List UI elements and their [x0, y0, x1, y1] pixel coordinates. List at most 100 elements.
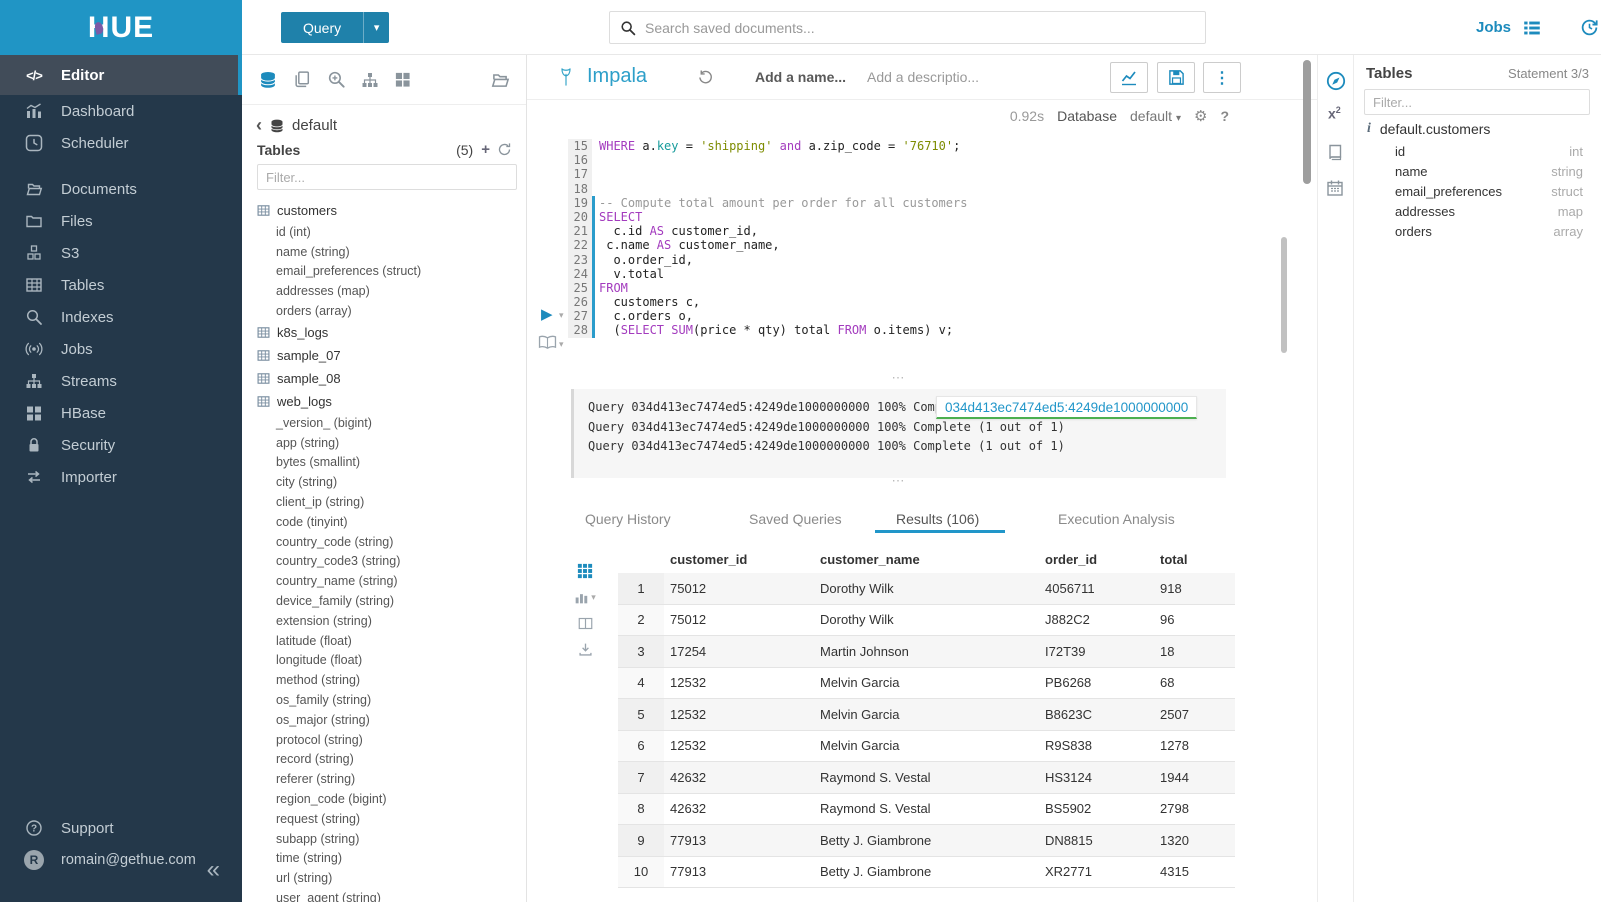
column-item[interactable]: url (string)	[242, 868, 526, 888]
back-chevron-icon[interactable]: ‹	[256, 115, 262, 136]
code-line[interactable]: 17	[568, 167, 1280, 181]
add-table-icon[interactable]: +	[481, 141, 490, 158]
column-item[interactable]: app (string)	[242, 433, 526, 453]
assist-column-item[interactable]: ordersarray	[1354, 222, 1601, 242]
column-item[interactable]: protocol (string)	[242, 730, 526, 750]
resize-handle-top[interactable]: ⋯	[879, 374, 919, 382]
settings-gear-icon[interactable]: ⚙	[1194, 107, 1207, 125]
column-item[interactable]: os_major (string)	[242, 710, 526, 730]
sidebar-item-importer[interactable]: Importer	[0, 461, 242, 493]
code-line[interactable]: 26 customers c,	[568, 295, 1280, 309]
active-table-item[interactable]: i default.customers	[1367, 121, 1490, 137]
table-item[interactable]: web_logs	[242, 390, 526, 413]
apps-grid-icon[interactable]	[394, 71, 411, 88]
sidebar-collapse-button[interactable]: «	[207, 856, 220, 884]
assist-column-item[interactable]: idint	[1354, 141, 1601, 161]
right-filter-input[interactable]	[1364, 89, 1590, 115]
code-line[interactable]: 20SELECT	[568, 210, 1280, 224]
query-name-input[interactable]: Add a name...	[755, 69, 846, 85]
sidebar-item-tables[interactable]: Tables	[0, 269, 242, 301]
query-id-link[interactable]: 034d413ec7474ed5:4249de1000000000	[936, 396, 1197, 419]
assist-column-item[interactable]: addressesmap	[1354, 202, 1601, 222]
sidebar-item-support[interactable]: ? Support	[0, 812, 242, 844]
search-zoom-icon[interactable]	[327, 70, 346, 89]
query-description-input[interactable]: Add a descriptio...	[867, 69, 979, 85]
column-item[interactable]: referer (string)	[242, 769, 526, 789]
new-query-button[interactable]: Query ▾	[281, 12, 389, 43]
code-line[interactable]: 18	[568, 182, 1280, 196]
code-line[interactable]: 23 o.order_id,	[568, 253, 1280, 267]
sidebar-item-hbase[interactable]: HBase	[0, 397, 242, 429]
sidebar-item-security[interactable]: Security	[0, 429, 242, 461]
table-row[interactable]: 412532Melvin GarciaPB626868	[618, 668, 1235, 700]
jobs-link[interactable]: Jobs	[1476, 19, 1511, 36]
column-item[interactable]: client_ip (string)	[242, 492, 526, 512]
table-row[interactable]: 977913Betty J. GiambroneDN88151320	[618, 825, 1235, 857]
sitemap-source-icon[interactable]	[361, 71, 379, 89]
table-row[interactable]: 175012Dorothy Wilk4056711918	[618, 573, 1235, 605]
history-icon[interactable]	[1580, 18, 1599, 37]
table-item[interactable]: customers	[242, 199, 526, 222]
code-line[interactable]: 22 c.name AS customer_name,	[568, 238, 1280, 252]
chart-view-icon[interactable]: ▾	[574, 590, 596, 605]
save-button[interactable]	[1157, 62, 1195, 93]
engine-name[interactable]: Impala	[587, 65, 647, 88]
databases-source-icon[interactable]	[258, 70, 278, 90]
more-actions-button[interactable]: ⋮	[1203, 62, 1241, 93]
table-row[interactable]: 317254Martin JohnsonI72T3918	[618, 636, 1235, 668]
column-item[interactable]: name (string)	[242, 242, 526, 262]
query-dropdown-caret-icon[interactable]: ▾	[363, 12, 389, 43]
table-item[interactable]: sample_08	[242, 367, 526, 390]
table-row[interactable]: 742632Raymond S. VestalHS31241944	[618, 762, 1235, 794]
tables-filter-input[interactable]	[257, 164, 517, 190]
sidebar-item-editor[interactable]: </>Editor	[0, 55, 242, 95]
execute-caret-icon[interactable]: ▾	[559, 310, 564, 321]
sidebar-item-jobs[interactable]: Jobs	[0, 333, 242, 365]
columns-view-icon[interactable]	[578, 616, 593, 631]
column-item[interactable]: country_name (string)	[242, 571, 526, 591]
book-caret-icon[interactable]: ▾	[559, 339, 564, 350]
sidebar-item-files[interactable]: Files	[0, 205, 242, 237]
folder-open-icon[interactable]	[490, 70, 510, 90]
column-item[interactable]: email_preferences (struct)	[242, 262, 526, 282]
table-row[interactable]: 275012Dorothy WilkJ882C296	[618, 605, 1235, 637]
language-reference-book-icon[interactable]	[538, 335, 557, 353]
column-item[interactable]: latitude (float)	[242, 631, 526, 651]
query-history-icon[interactable]	[697, 69, 714, 89]
column-item[interactable]: record (string)	[242, 750, 526, 770]
column-item[interactable]: orders (array)	[242, 301, 526, 321]
column-item[interactable]: user_agent (string)	[242, 888, 526, 902]
column-item[interactable]: city (string)	[242, 472, 526, 492]
sidebar-item-documents[interactable]: Documents	[0, 173, 242, 205]
code-line[interactable]: 19-- Compute total amount per order for …	[568, 196, 1280, 210]
resize-handle-bottom[interactable]: ⋯	[879, 477, 919, 485]
panel-scrollbar[interactable]	[1303, 60, 1311, 184]
column-item[interactable]: time (string)	[242, 849, 526, 869]
column-item[interactable]: region_code (bigint)	[242, 789, 526, 809]
column-item[interactable]: country_code (string)	[242, 532, 526, 552]
column-item[interactable]: extension (string)	[242, 611, 526, 631]
code-line[interactable]: 27 c.orders o,	[568, 309, 1280, 323]
sidebar-item-indexes[interactable]: Indexes	[0, 301, 242, 333]
column-item[interactable]: subapp (string)	[242, 829, 526, 849]
column-item[interactable]: id (int)	[242, 222, 526, 242]
code-line[interactable]: 16	[568, 153, 1280, 167]
tab-results-106-[interactable]: Results (106)	[896, 511, 979, 527]
column-item[interactable]: code (tinyint)	[242, 512, 526, 532]
column-item[interactable]: addresses (map)	[242, 281, 526, 301]
code-line[interactable]: 28 (SELECT SUM(price * qty) total FROM o…	[568, 323, 1280, 337]
schedule-calendar-icon[interactable]	[1326, 179, 1344, 197]
editor-scrollbar[interactable]	[1281, 237, 1287, 353]
code-line[interactable]: 15WHERE a.key = 'shipping' and a.zip_cod…	[568, 139, 1280, 153]
documents-source-icon[interactable]	[293, 70, 312, 89]
hue-logo[interactable]: HUE	[88, 13, 154, 43]
results-column-header[interactable]: customer_id	[664, 552, 814, 567]
execute-play-button[interactable]: ▶	[541, 305, 553, 323]
code-line[interactable]: 21 c.id AS customer_id,	[568, 224, 1280, 238]
refresh-icon[interactable]	[497, 142, 512, 157]
table-row[interactable]: 1077913Betty J. GiambroneXR27714315	[618, 857, 1235, 889]
table-item[interactable]: sample_07	[242, 344, 526, 367]
breadcrumb-database[interactable]: default	[292, 117, 337, 134]
column-item[interactable]: device_family (string)	[242, 591, 526, 611]
database-selector[interactable]: default ▾	[1130, 108, 1181, 124]
